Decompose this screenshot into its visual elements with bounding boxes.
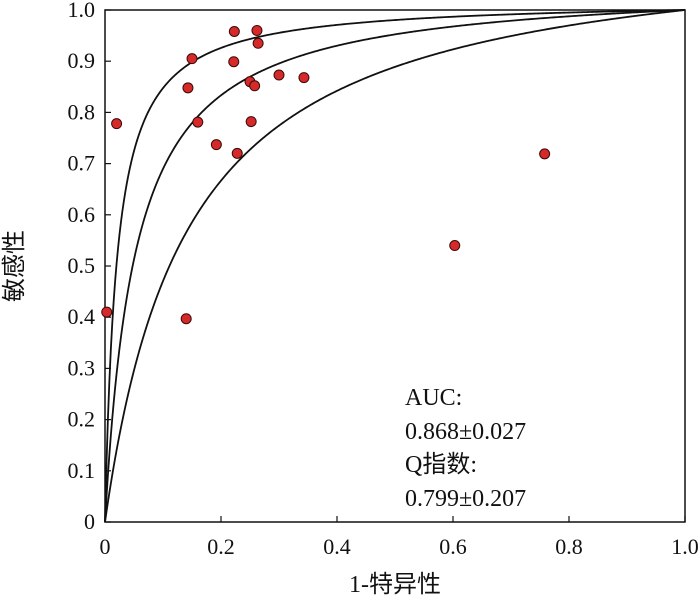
y-tick-label: 0.8 [68, 99, 96, 124]
x-tick-label: 0.8 [555, 534, 583, 559]
study-point [210, 139, 222, 151]
study-point [245, 116, 257, 128]
sroc-curve-2 [104, 9, 686, 523]
study-point [182, 82, 194, 94]
q-index-value: 0.799±0.207 [405, 486, 526, 512]
x-tick-label: 0.4 [323, 534, 351, 559]
study-point [252, 37, 264, 49]
study-point [101, 306, 113, 318]
auc-value: 0.868±0.027 [405, 419, 526, 445]
axis-ticks: 0 0.2 0.4 0.6 0.8 1.0 0 0.1 0.2 0.3 0.4 0.5 0.6 0.7 0.… [68, 0, 699, 559]
y-tick-label: 0.4 [68, 304, 96, 329]
q-index-label: Q指数: [405, 451, 477, 478]
sroc-curve-0 [104, 9, 686, 523]
study-point [539, 148, 551, 160]
auc-label: AUC: [405, 385, 462, 411]
sroc-curves [104, 9, 686, 523]
study-point [249, 80, 261, 92]
study-point [111, 118, 123, 130]
x-tick-label: 0.2 [207, 534, 235, 559]
study-point [192, 116, 204, 128]
x-axis-title: 1-特异性 [349, 571, 441, 598]
x-tick-label: 0 [100, 534, 111, 559]
y-axis-title: 敏感性 [1, 230, 28, 302]
y-tick-label: 0.1 [68, 458, 96, 483]
y-tick-label: 0.2 [68, 407, 96, 432]
x-tick-label: 1.0 [671, 534, 699, 559]
y-tick-label: 0.9 [68, 48, 96, 73]
y-tick-label: 0.7 [68, 151, 96, 176]
y-tick-label: 0.3 [68, 355, 96, 380]
study-point [228, 26, 240, 38]
study-point [298, 72, 310, 84]
study-point [180, 313, 192, 325]
study-point [186, 53, 198, 65]
study-point [251, 24, 263, 36]
study-point [231, 147, 243, 159]
study-points [101, 24, 551, 325]
study-point [273, 69, 285, 81]
study-point [228, 56, 240, 68]
sroc-curve-1 [104, 9, 686, 523]
study-point [449, 240, 461, 252]
y-tick-label: 1.0 [68, 0, 96, 22]
x-tick-label: 0.6 [439, 534, 467, 559]
y-tick-label: 0 [84, 509, 95, 534]
y-tick-label: 0.5 [68, 253, 96, 278]
y-tick-label: 0.6 [68, 202, 96, 227]
